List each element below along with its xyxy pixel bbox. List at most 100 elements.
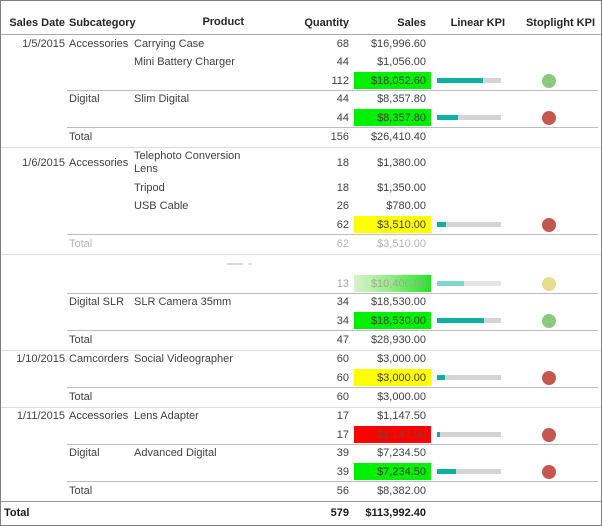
cell-sales-date: 1/10/2015 [16, 353, 65, 365]
cell-sales: $3,510.00 [377, 238, 426, 250]
faded-artifact [248, 263, 252, 265]
subtotal-separator-line [67, 444, 598, 445]
subtotal-row: 60 $3,000.00 [1, 368, 601, 387]
subtotal-row: 44 $8,357.80 [1, 108, 601, 127]
cell-quantity: 34 [336, 296, 349, 308]
cell-product: Tripod [134, 181, 165, 194]
subtotal-separator-line [67, 481, 598, 482]
cell-subcategory: Digital [69, 93, 100, 105]
cell-product: Mini Battery Charger [134, 55, 235, 68]
cell-sales: $8,382.00 [377, 485, 426, 497]
subtotal-separator-line [67, 387, 598, 388]
cell-subcategory: Digital SLR [69, 296, 125, 308]
cell-quantity: 26 [336, 200, 349, 212]
cell-stoplight-kpi [511, 370, 601, 385]
cell-sales: $1,350.00 [377, 182, 426, 194]
cell-sales: $10,400.00 [351, 275, 431, 292]
cell-linear-kpi [431, 318, 511, 323]
cell-stoplight-kpi [511, 110, 601, 125]
cell-quantity: 56 [336, 485, 349, 497]
header-subcategory: Subcategory [69, 17, 136, 29]
stoplight-indicator-red [542, 464, 556, 479]
cell-quantity: 62 [336, 238, 349, 250]
cell-quantity: 39 [336, 447, 349, 459]
cell-linear-kpi [431, 432, 511, 437]
sales-kpi-cell: $3,000.00 [354, 369, 431, 386]
subtotal-separator-line [67, 330, 598, 331]
table-body: 1/5/2015 Accessories Carrying Case 68 $16,99… [1, 35, 601, 524]
group-separator-line [1, 350, 601, 351]
cell-quantity: 44 [336, 93, 349, 105]
detail-row: Mini Battery Charger 44 $1,056.00 [1, 53, 601, 71]
cell-quantity: 60 [336, 371, 349, 384]
group-separator-line [1, 254, 601, 255]
linear-kpi-bar-fill [437, 78, 484, 83]
subtotal-row: 112 $18,052.60 [1, 71, 601, 90]
cell-subcategory: Camcorders [69, 353, 129, 365]
total-row: Total 56 $8,382.00 [1, 481, 601, 501]
linear-kpi-bar-fill [437, 222, 446, 227]
subtotal-row: 62 $3,510.00 [1, 215, 601, 234]
cell-sales: $1,147.50 [377, 410, 426, 422]
linear-kpi-bar [437, 469, 501, 474]
cell-subcategory: Accessories [69, 410, 129, 422]
cell-quantity: 44 [336, 56, 349, 68]
subtotal-separator-line [67, 90, 598, 91]
group-separator-line [1, 407, 601, 408]
ghost-row [1, 254, 601, 274]
cell-sales: $7,234.50 [351, 463, 431, 480]
stoplight-indicator-red [542, 370, 556, 385]
linear-kpi-bar-fill [437, 318, 485, 323]
linear-kpi-bar-fill [437, 469, 456, 474]
cell-linear-kpi [431, 469, 511, 474]
cell-sales: $780.00 [386, 200, 426, 212]
linear-kpi-bar [437, 115, 501, 120]
linear-kpi-bar [437, 78, 501, 83]
cell-stoplight-kpi [511, 427, 601, 442]
cell-product: Advanced Digital [134, 446, 217, 459]
total-label: Total [69, 485, 93, 497]
cell-sales: $7,234.50 [377, 447, 426, 459]
cell-quantity: 579 [330, 506, 349, 519]
cell-stoplight-kpi [511, 217, 601, 232]
cell-product: SLR Camera 35mm [134, 295, 232, 308]
sales-kpi-cell: $1,147.50 [354, 426, 431, 443]
cell-quantity: 18 [336, 182, 349, 194]
grand-row: Total 579 $113,992.40 [1, 501, 601, 524]
header-sales-date: Sales Date [9, 17, 65, 29]
subtotal-row: 39 $7,234.50 [1, 462, 601, 481]
cell-quantity: 60 [336, 353, 349, 365]
sales-kpi-cell: $18,530.00 [354, 312, 431, 329]
cell-sales: $18,530.00 [351, 312, 431, 329]
cell-linear-kpi [431, 375, 511, 380]
cell-quantity: 17 [336, 410, 349, 422]
grand-total-label: Total [4, 506, 30, 519]
cell-sales: $18,052.60 [351, 72, 431, 89]
detail-row: Tripod 18 $1,350.00 [1, 179, 601, 197]
sales-kpi-cell: $10,400.00 [354, 275, 431, 292]
sales-kpi-cell: $8,357.80 [354, 109, 431, 126]
cell-quantity: 34 [336, 314, 349, 327]
cell-quantity: 62 [336, 218, 349, 231]
cell-sales-date: 1/6/2015 [22, 157, 65, 169]
detail-row: Digital Advanced Digital 39 $7,234.50 [1, 444, 601, 462]
total-row: Total 156 $26,410.40 [1, 127, 601, 147]
cell-sales: $8,357.80 [351, 109, 431, 126]
cell-sales: $1,380.00 [377, 157, 426, 169]
linear-kpi-bar [437, 222, 501, 227]
total-row: Total 60 $3,000.00 [1, 387, 601, 407]
cell-sales-date: 1/11/2015 [16, 410, 65, 422]
cell-sales: $28,930.00 [370, 334, 426, 346]
sales-kpi-cell: $3,510.00 [354, 216, 431, 233]
cell-subcategory: Accessories [69, 157, 129, 169]
detail-row: 1/6/2015 Accessories Telephoto Conversion … [1, 147, 601, 179]
cell-quantity: 60 [336, 391, 349, 403]
linear-kpi-bar [437, 281, 501, 286]
cell-quantity: 18 [336, 157, 349, 169]
cell-sales: $26,410.40 [370, 131, 426, 143]
cell-sales: $1,056.00 [377, 56, 426, 68]
header-linear-kpi: Linear KPI [450, 17, 505, 29]
cell-product: Social Videographer [134, 352, 233, 365]
cell-linear-kpi [431, 115, 511, 120]
sales-kpi-cell: $18,052.60 [354, 72, 431, 89]
